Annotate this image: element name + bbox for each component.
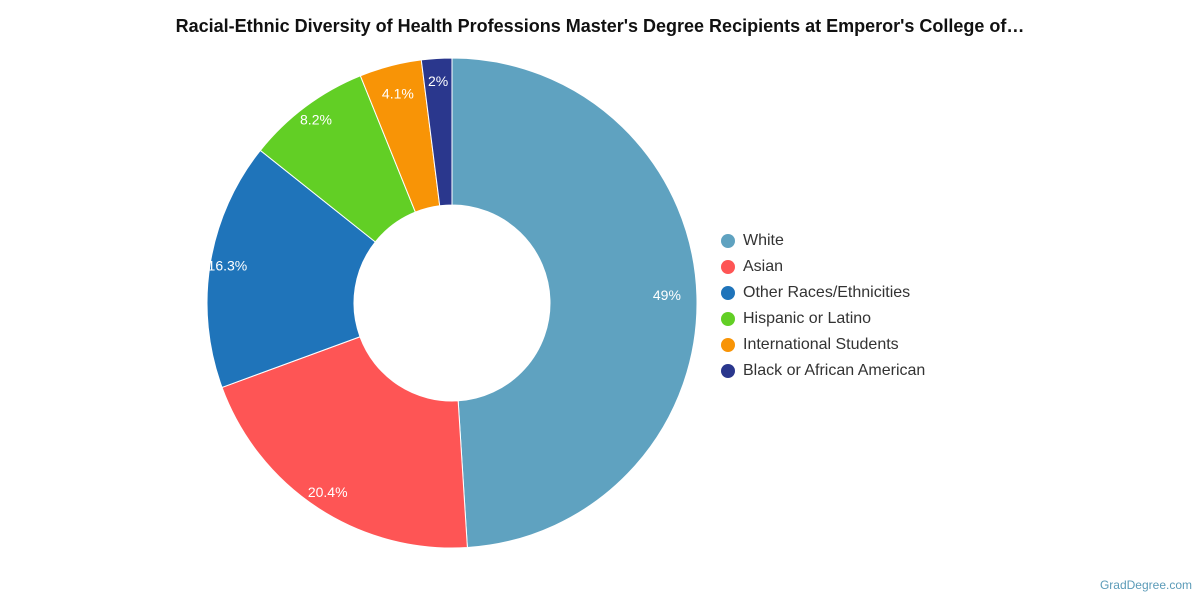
legend-item[interactable]: Other Races/Ethnicities [721,280,925,306]
legend-item[interactable]: International Students [721,332,925,358]
chart-legend: White Asian Other Races/Ethnicities Hispani… [721,228,925,384]
legend-item[interactable]: Hispanic or Latino [721,306,925,332]
legend-label: International Students [743,336,899,353]
chart-title: Racial-Ethnic Diversity of Health Profes… [175,16,1025,36]
slice-label: 20.4% [308,484,348,500]
slice-other-races-ethnicities[interactable] [206,149,377,389]
slice-white[interactable] [451,57,698,549]
source-credit[interactable]: GradDegree.com [1099,578,1192,592]
legend-swatch-icon [721,338,735,352]
slice-label: 8.2% [300,111,332,127]
legend-swatch-icon [721,286,735,300]
legend-label: White [743,232,784,249]
slice-black-or-african-american[interactable] [420,57,453,207]
legend-label: Black or African American [743,362,926,379]
slice-asian[interactable] [221,336,468,549]
slice-label: 16.3% [208,257,248,273]
legend-swatch-icon [721,234,735,248]
legend-swatch-icon [721,312,735,326]
legend-label: Hispanic or Latino [743,310,872,327]
legend-item[interactable]: Black or African American [721,358,925,384]
slice-label: 4.1% [382,86,414,102]
slice-label: 2% [428,73,448,89]
legend-label: Other Races/Ethnicities [743,284,911,301]
legend-item[interactable]: White [721,228,925,254]
slice-label: 49% [653,287,681,303]
legend-item[interactable]: Asian [721,254,925,280]
legend-swatch-icon [721,260,735,274]
legend-label: Asian [743,258,784,275]
legend-swatch-icon [721,364,735,378]
